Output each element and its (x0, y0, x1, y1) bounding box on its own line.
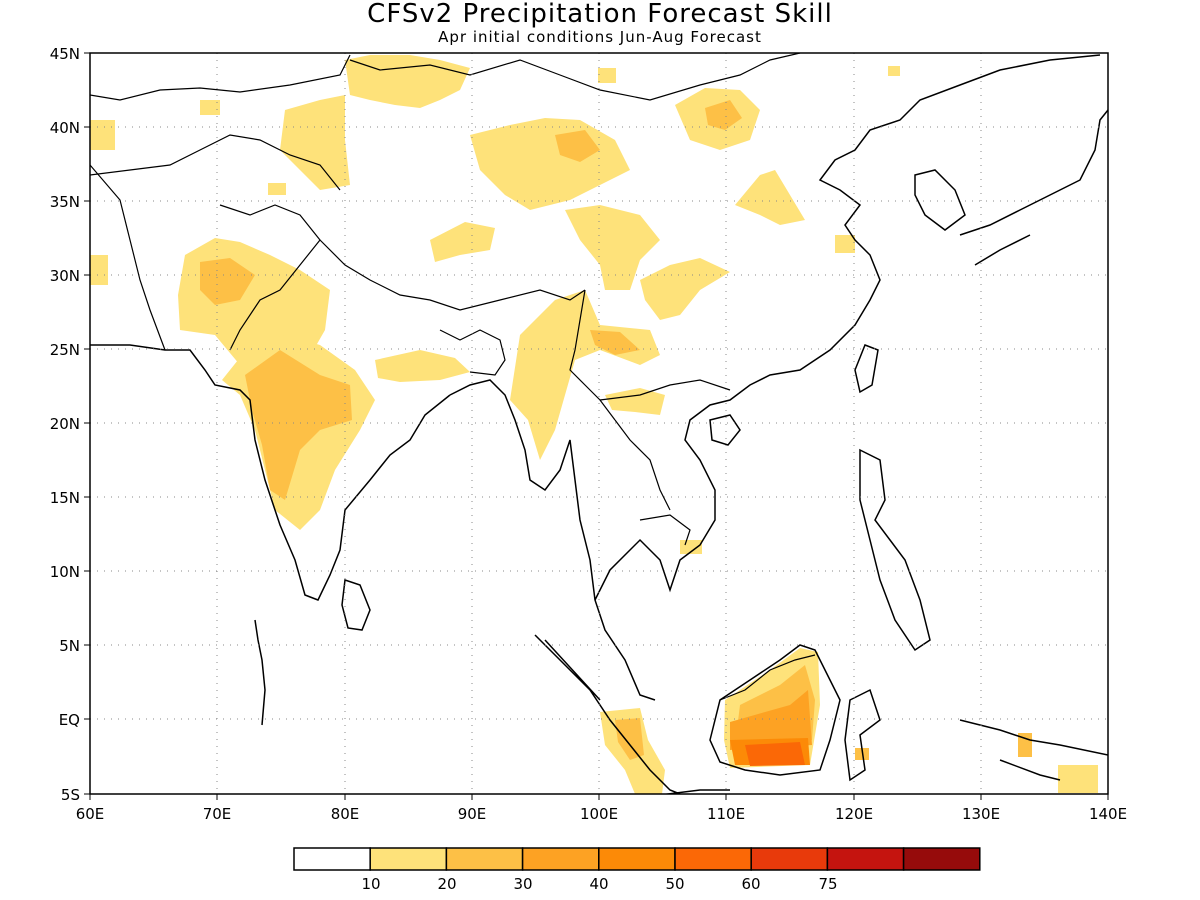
colorbar-swatch (902, 847, 981, 871)
skill-region-gansu (470, 118, 630, 210)
coastline-newguinea (959, 719, 1108, 781)
coastline-sulawesi (844, 688, 881, 782)
lat-label: 15N (50, 489, 80, 507)
colorbar-tick-label: 10 (361, 875, 380, 893)
lat-label: 25N (50, 341, 80, 359)
coastline-borneo (709, 644, 841, 776)
lon-label: 110E (707, 805, 745, 823)
coastline-hainan (709, 414, 741, 446)
lat-label: 5S (61, 786, 80, 804)
skill-patch-6 (835, 235, 855, 253)
skill-region-borneo-50 (745, 742, 805, 766)
skill-patch-9 (1058, 765, 1098, 793)
lon-label: 140E (1089, 805, 1127, 823)
colorbar (293, 847, 981, 871)
border-india-bangladesh (439, 329, 506, 376)
skill-patch-4 (598, 68, 616, 83)
lon-label: 120E (835, 805, 873, 823)
colorbar-swatch (674, 847, 752, 871)
coastline-korea (914, 169, 966, 231)
colorbar-tick-label: 20 (437, 875, 456, 893)
coastline-myanmar (449, 379, 656, 701)
border-iran-afghan (90, 164, 166, 351)
border-china-mongolia (349, 53, 801, 101)
lat-label: 20N (50, 415, 80, 433)
border-china-vietnam (599, 379, 731, 401)
coastline-laccadives (254, 619, 266, 726)
skill-patch-5 (888, 66, 900, 76)
lat-label: EQ (59, 711, 80, 729)
coastline-philippines (859, 448, 931, 652)
border-afghan-pak (219, 204, 321, 351)
skill-region-north-china (735, 170, 805, 225)
lat-label: 5N (59, 637, 80, 655)
lon-label: 80E (331, 805, 360, 823)
skill-region-yangtze (640, 258, 730, 320)
colorbar-tick-label: 50 (665, 875, 684, 893)
skill-region-gansu-core (555, 130, 600, 162)
border-india-china (319, 239, 586, 311)
country-borders (90, 53, 816, 701)
coastline-srilanka (341, 578, 371, 631)
skill-region-bangladesh (375, 350, 470, 382)
skill-region-tibet-west (280, 95, 350, 190)
skill-region-sichuan (565, 205, 660, 290)
skill-region-central-india-core (245, 350, 352, 500)
skill-patch-3 (200, 100, 220, 115)
skill-region-myanmar-core (590, 330, 640, 355)
tick-marks (84, 52, 1109, 800)
border-north (90, 54, 351, 101)
skill-region-myanmar (510, 290, 660, 460)
skill-region-borneo-30 (730, 690, 812, 750)
skill-patch-7 (268, 183, 286, 195)
skill-region-sumatra-core (615, 718, 644, 760)
skill-region-lake (385, 75, 440, 100)
colorbar-tick-label: 40 (589, 875, 608, 893)
lon-label: 100E (580, 805, 618, 823)
colorbar-swatch (521, 847, 600, 871)
colorbar-tick-label: 75 (818, 875, 837, 893)
map-subtitle: Apr initial conditions Jun-Aug Forecast (438, 28, 762, 46)
map-title: CFSv2 Precipitation Forecast Skill (367, 0, 833, 29)
skill-region-tibet (430, 222, 495, 262)
skill-shading (90, 55, 1098, 794)
lon-labels: 60E 70E 80E 90E 100E 110E 120E 130E 140E (76, 805, 1127, 823)
coastline-sumatra (534, 634, 681, 794)
lat-label: 30N (50, 267, 80, 285)
coastline-japan (959, 109, 1108, 266)
skill-patch-2 (90, 255, 108, 285)
lat-label: 45N (50, 45, 80, 63)
border-central-asia (90, 134, 341, 191)
colorbar-swatch (750, 847, 829, 871)
skill-region-inner-mongolia-core (705, 100, 742, 130)
lat-label: 40N (50, 119, 80, 137)
skill-patch-1 (90, 120, 115, 150)
coastlines (90, 54, 1108, 794)
coastline-india (90, 344, 451, 601)
border-malaysia (719, 654, 816, 701)
colorbar-swatch (293, 847, 371, 871)
skill-region-thailand (605, 388, 665, 415)
lon-label: 60E (76, 805, 105, 823)
colorbar-swatch (598, 847, 676, 871)
lon-label: 130E (962, 805, 1000, 823)
lat-labels: 45N 40N 35N 30N 25N 20N 15N 10N 5N EQ 5S (50, 45, 80, 804)
coastline-taiwan (854, 344, 879, 394)
lat-label: 10N (50, 563, 80, 581)
lat-label: 35N (50, 193, 80, 211)
lon-label: 90E (458, 805, 487, 823)
colorbar-tick-label: 60 (741, 875, 760, 893)
colorbar-swatch (369, 847, 448, 871)
skill-region-pakistan-core (200, 258, 255, 305)
colorbar-swatch (445, 847, 524, 871)
lon-label: 70E (203, 805, 232, 823)
border-cambodia (639, 514, 691, 546)
border-laos-thailand (614, 419, 671, 511)
colorbar-swatch (826, 847, 905, 871)
colorbar-tick-label: 30 (513, 875, 532, 893)
coastline-indochina (594, 54, 1101, 601)
colorbar-labels: 10 20 30 40 50 60 75 (361, 875, 837, 893)
